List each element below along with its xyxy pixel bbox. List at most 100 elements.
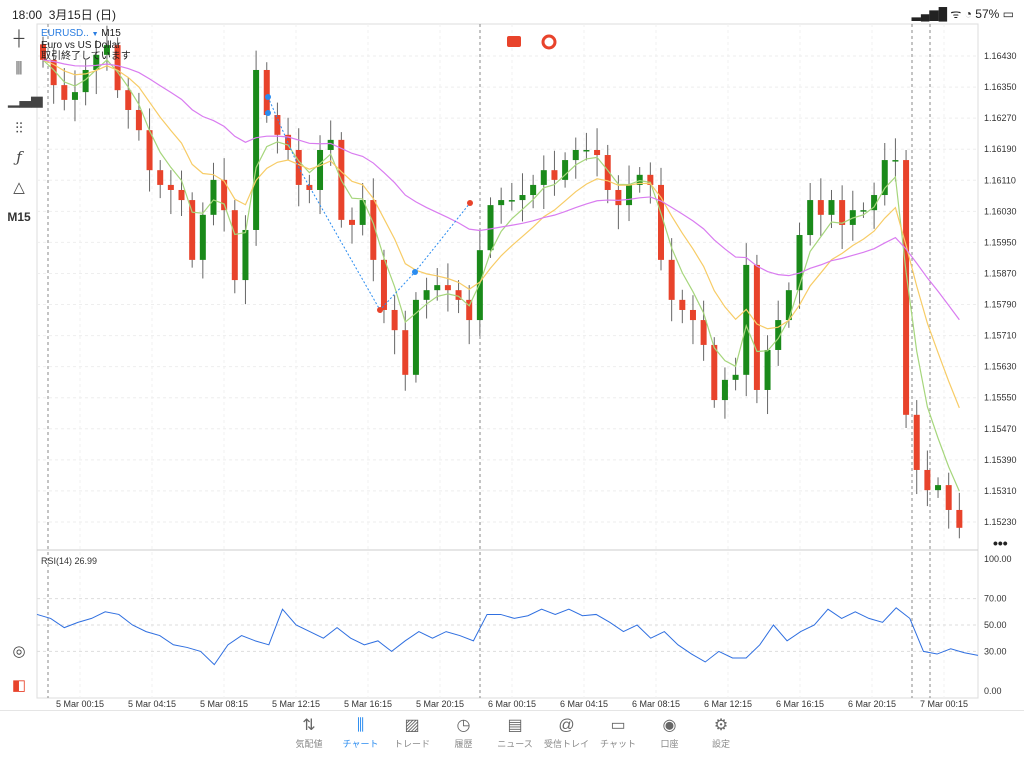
trade-icon: ▨ <box>404 717 420 734</box>
candle-body <box>892 160 899 162</box>
objects-icon[interactable]: △ <box>13 179 25 196</box>
trade-signal-icon[interactable]: ◧ <box>11 677 27 694</box>
candle-body <box>860 210 867 212</box>
price-label: 1.15550 <box>984 393 1017 403</box>
candle-body <box>636 174 643 185</box>
ma-fast-line <box>42 59 960 492</box>
time-label: 5 Mar 00:15 <box>56 699 104 709</box>
candle-body <box>583 149 590 152</box>
candle-body <box>594 149 601 156</box>
candle-body <box>721 379 728 401</box>
candle-body <box>626 184 633 206</box>
symbol-selector[interactable]: EURUSD.. <box>41 28 89 39</box>
candle-body <box>466 299 473 321</box>
price-label: 1.15710 <box>984 331 1017 341</box>
tab-label: トレード <box>393 739 430 749</box>
rsi-axis-label: 100.00 <box>984 554 1012 564</box>
tab-history[interactable]: ◷ 履歴 <box>434 715 494 750</box>
candle-body <box>199 214 206 260</box>
candle-body <box>689 309 696 321</box>
candle-body <box>615 189 622 206</box>
tab-label: 口座 <box>660 739 679 749</box>
tab-chat[interactable]: ▭ チャット <box>588 715 648 750</box>
tab-news[interactable]: ▤ ニュース <box>485 715 545 750</box>
candle-body <box>306 184 313 190</box>
candle-body <box>444 285 451 291</box>
candlestick-icon[interactable]: ⫼ <box>15 60 23 77</box>
candle-body <box>498 200 505 206</box>
candle-body <box>839 200 846 225</box>
symbol-description: Euro vs US Dollar <box>41 40 121 51</box>
candle-body <box>412 299 419 375</box>
candle-body <box>359 200 366 225</box>
candle-body <box>711 344 718 401</box>
price-label: 1.16190 <box>984 144 1017 154</box>
chart-analysis-icon[interactable]: ◎ <box>12 643 26 660</box>
chat-icon: ▭ <box>610 717 626 734</box>
tab-label: 履歴 <box>454 739 473 749</box>
candle-body <box>189 200 196 260</box>
candle-body <box>562 160 569 180</box>
tab-mailbox[interactable]: @ 受信トレイ <box>537 715 597 750</box>
time-label: 5 Mar 20:15 <box>416 699 464 709</box>
candle-body <box>327 139 334 150</box>
candle-body <box>167 184 174 190</box>
candle-body <box>476 250 483 321</box>
tab-account[interactable]: ◉ 口座 <box>640 715 700 750</box>
candle-body <box>604 155 611 190</box>
tab-settings[interactable]: ⚙ 設定 <box>691 715 751 750</box>
tab-label: 受信トレイ <box>543 739 589 749</box>
account-icon: ◉ <box>662 717 677 734</box>
candle-body <box>530 184 537 196</box>
time-label: 5 Mar 12:15 <box>272 699 320 709</box>
tab-label: チャット <box>600 739 636 749</box>
candle-body <box>572 149 579 161</box>
candle-body <box>871 195 878 211</box>
price-label: 1.15230 <box>984 517 1017 527</box>
candle-body <box>913 414 920 470</box>
candle-body <box>743 264 750 375</box>
tab-quotes[interactable]: ⇅ 気配値 <box>279 715 339 750</box>
status-time: 18:00 3月15日 (日) <box>12 8 117 22</box>
candle-body <box>349 219 355 225</box>
market-status: 取引終了しています <box>41 51 131 62</box>
time-label: 6 Mar 20:15 <box>848 699 896 709</box>
time-label: 7 Mar 00:15 <box>920 699 968 709</box>
rsi-axis-label: 70.00 <box>984 594 1007 604</box>
candle-body <box>956 509 963 528</box>
price-label: 1.16030 <box>984 206 1017 216</box>
sell-marker <box>467 200 473 206</box>
tab-trade[interactable]: ▨ トレード <box>382 715 442 750</box>
tab-bar: ⇅ 気配値 ⫼ チャート ▨ トレード ◷ 履歴 ▤ ニュース @ 受信トレイ ▭ チャット ◉ 口座 ⚙ 設定 <box>0 710 1024 768</box>
time-label: 6 Mar 08:15 <box>632 699 680 709</box>
candle-body <box>903 160 910 415</box>
price-label: 1.15870 <box>984 268 1017 278</box>
more-icon[interactable]: ••• <box>993 535 1008 551</box>
tab-label: ニュース <box>497 739 533 749</box>
chart-canvas[interactable]: 1.16430 1.16350 1.16270 1.16190 1.16110 1.160… <box>0 0 1024 710</box>
rsi-axis-label: 30.00 <box>984 646 1007 656</box>
crosshair-icon[interactable]: ┼ <box>13 30 25 47</box>
sliders-icon[interactable]: ⫶⫶ <box>15 120 23 137</box>
timeframe-button[interactable]: M15 <box>7 210 31 224</box>
candle-body <box>785 290 792 321</box>
candle-body <box>380 259 387 310</box>
price-label: 1.16430 <box>984 51 1017 61</box>
candle-body <box>114 45 121 91</box>
time-label: 6 Mar 00:15 <box>488 699 536 709</box>
function-icon[interactable]: ƒ <box>16 148 22 166</box>
tab-chart[interactable]: ⫼ チャート <box>331 715 391 750</box>
candle-body <box>423 290 430 300</box>
candle-body <box>370 200 377 260</box>
buy-marker <box>265 110 271 116</box>
status-bar: 18:00 3月15日 (日) ▂▄▆█ ᯤ ◔ 57% ▭ <box>0 0 1024 24</box>
ma-mid-line <box>42 59 960 409</box>
timeframe-label: M15 <box>101 28 121 39</box>
time-label: 6 Mar 16:15 <box>776 699 824 709</box>
sell-marker <box>377 307 383 313</box>
candle-body <box>679 299 686 310</box>
candle-body <box>125 90 132 110</box>
indicators-icon[interactable]: ▁▃▅ <box>8 91 43 108</box>
candle-body <box>753 264 760 390</box>
time-label: 5 Mar 16:15 <box>344 699 392 709</box>
